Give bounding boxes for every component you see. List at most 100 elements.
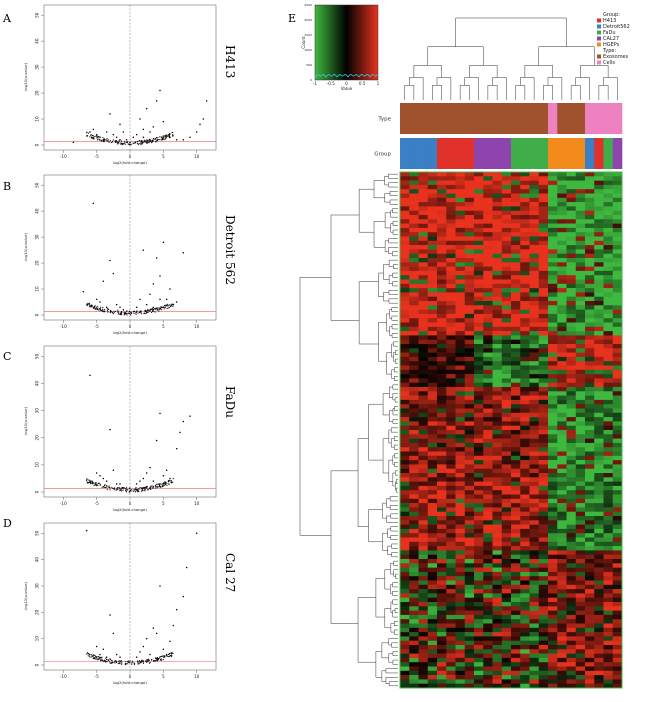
heatmap-cell [474, 571, 484, 577]
heatmap-cell [501, 597, 512, 603]
heatmap-cell [529, 683, 540, 689]
heatmap-cell [538, 344, 549, 349]
heatmap-cell [483, 356, 493, 362]
heatmap-cell [400, 438, 410, 444]
heatmap-cell [557, 657, 567, 663]
heatmap-cell [585, 176, 595, 181]
heatmap-cell [529, 632, 540, 637]
heatmap-cell [594, 632, 604, 637]
heatmap-cell [464, 516, 475, 521]
heatmap-cell [483, 365, 493, 371]
heatmap-cell [566, 258, 577, 263]
data-point-background [102, 136, 104, 139]
heatmap-cell [437, 288, 447, 293]
heatmap-cell [511, 189, 521, 194]
data-point-background [87, 132, 90, 134]
heatmap-cell [511, 679, 521, 684]
heatmap-cell [501, 326, 512, 332]
heatmap-cell [529, 657, 540, 663]
data-point-background [108, 661, 111, 663]
data-point-background [139, 139, 141, 142]
heatmap-cell [520, 206, 530, 211]
data-point-background [154, 311, 156, 313]
type-annotation-cell [437, 103, 447, 134]
data-point-background [111, 311, 114, 314]
heatmap-cell [603, 645, 614, 650]
heatmap-cell [538, 172, 549, 177]
heatmap-cell [594, 331, 604, 336]
heatmap-cell [409, 361, 419, 366]
heatmap-cell [603, 662, 614, 667]
group-annotation-cell [483, 138, 493, 169]
heatmap-cell [511, 430, 521, 435]
heatmap-cell [418, 283, 429, 289]
heatmap-cell [437, 240, 447, 246]
heatmap-cell [575, 335, 586, 340]
heatmap-cell [455, 602, 466, 607]
heatmap-cell [483, 288, 493, 293]
data-point-background [95, 658, 97, 660]
heatmap-cell [464, 305, 475, 310]
heatmap-cell [492, 283, 503, 289]
heatmap-cell [400, 485, 410, 491]
heatmap-cell [501, 627, 512, 633]
heatmap-cell [538, 296, 549, 302]
heatmap-cell [464, 292, 475, 297]
heatmap-cell [464, 382, 475, 388]
heatmap-cell [548, 494, 558, 500]
type-annotation-cell [427, 103, 438, 134]
heatmap-cell [529, 610, 540, 616]
heatmap-cell [455, 520, 466, 525]
heatmap-cell [455, 339, 466, 345]
heatmap-cell [548, 309, 558, 315]
heatmap-cell [437, 675, 447, 680]
heatmap-cell [594, 202, 604, 207]
data-point-background [107, 139, 109, 141]
heatmap-cell [501, 670, 512, 676]
heatmap-cell [492, 240, 503, 246]
heatmap-cell [400, 563, 410, 568]
heatmap-cell [520, 189, 530, 194]
heatmap-cell [409, 498, 419, 504]
heatmap-cell [437, 438, 447, 444]
data-point-background [87, 482, 89, 484]
heatmap-cell [575, 305, 586, 310]
heatmap-cell [612, 344, 623, 349]
heatmap-cell [511, 507, 521, 512]
heatmap-cell [585, 541, 595, 547]
heatmap-cell [538, 571, 549, 577]
heatmap-cell [520, 301, 530, 306]
heatmap-cell [483, 335, 493, 340]
heatmap-cell [557, 533, 567, 538]
heatmap-cell [409, 541, 419, 547]
heatmap-cell [603, 627, 614, 633]
heatmap-cell [548, 184, 558, 190]
heatmap-cell [501, 227, 512, 233]
heatmap-cell [501, 236, 512, 242]
heatmap-cell [520, 675, 530, 680]
heatmap-cell [575, 584, 586, 590]
heatmap-cell [464, 399, 475, 405]
heatmap-cell [538, 632, 549, 637]
heatmap-cell [400, 275, 410, 280]
data-point-background [133, 310, 135, 312]
heatmap-cell [483, 498, 493, 504]
data-point [82, 290, 85, 293]
heatmap-cell [455, 679, 466, 684]
data-point-background [165, 136, 167, 138]
data-point-background [113, 312, 115, 314]
heatmap-cell [557, 528, 567, 534]
heatmap-cell [557, 313, 567, 319]
heatmap-cell [409, 670, 419, 676]
data-point-background [107, 141, 110, 143]
heatmap-cell [520, 546, 530, 551]
heatmap-cell [409, 335, 419, 340]
heatmap-cell [538, 275, 549, 280]
heatmap-cell [585, 563, 595, 568]
heatmap-cell [483, 430, 493, 435]
heatmap-cell [418, 172, 429, 177]
heatmap-cell [585, 227, 595, 233]
heatmap-cell [483, 369, 493, 375]
data-point-background [94, 308, 97, 310]
heatmap-cell [520, 619, 530, 624]
